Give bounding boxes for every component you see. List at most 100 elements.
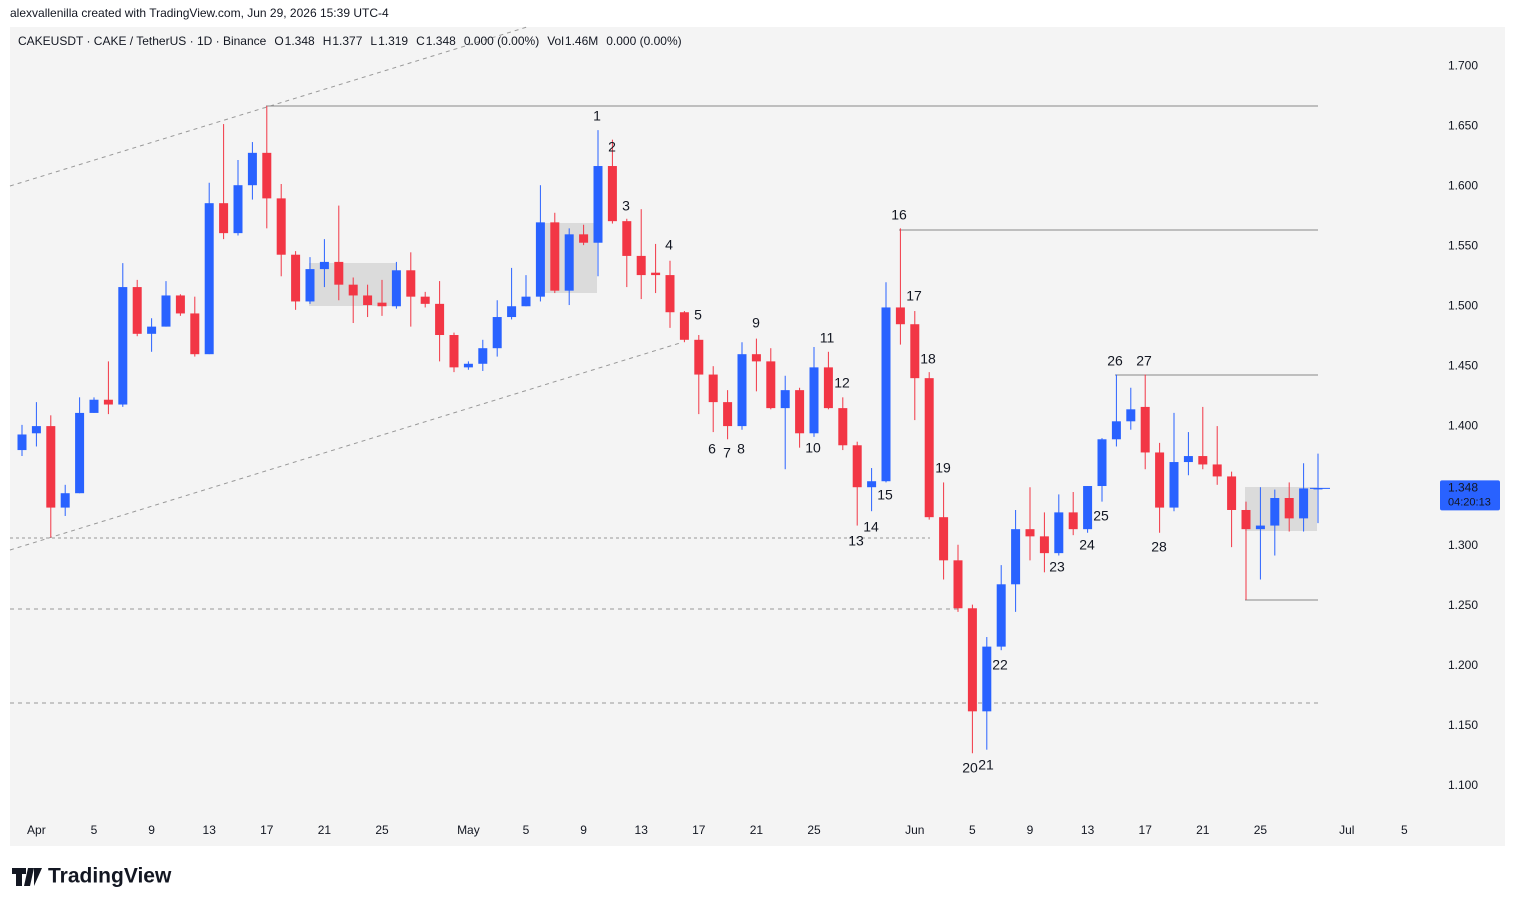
candle-body [953,560,963,609]
wave-label: 22 [992,657,1008,673]
wave-label: 1 [593,108,601,124]
credit: alexvallenilla created with TradingView.… [10,6,389,20]
last-price: 1.348 [1448,481,1478,495]
y-tick-label: 1.650 [1448,119,1478,133]
candle-body [838,408,848,446]
candle-body [1011,529,1021,585]
candle-body [939,517,949,561]
last-price-box [1440,480,1500,511]
candle-body [132,287,142,334]
candle-body [190,313,200,355]
wave-label: 27 [1136,353,1152,369]
candle-body [406,270,416,297]
symbol: CAKEUSDT · CAKE / TetherUS · 1D · Binanc… [18,34,267,48]
candle-body [291,254,301,302]
x-tick-label: 13 [1081,823,1095,837]
candle-body [46,426,56,508]
candle-body [1227,476,1237,510]
candle-body [924,378,934,518]
x-tick-label: 9 [1027,823,1034,837]
countdown: 04:20:13 [1448,496,1491,508]
wave-label: 2 [608,139,616,155]
wave-label: 13 [848,533,864,549]
legend-value: 0.000 (0.00%) [464,34,539,48]
wave-label: 23 [1049,559,1065,575]
candle-body [1299,488,1309,519]
wave-label: 10 [805,440,821,456]
x-tick-label: 21 [318,823,332,837]
legend-value: 1.348 [426,34,456,48]
x-tick-label: Jun [905,823,924,837]
candle-body [204,203,214,355]
x-tick-label: 25 [1254,823,1268,837]
y-tick-label: 1.600 [1448,179,1478,193]
brand: TradingView [48,865,172,888]
candle-body [17,434,27,451]
candle-body [579,234,589,243]
wave-label: 16 [891,207,907,223]
x-tick-label: 5 [91,823,98,837]
candle-body [564,234,574,291]
legend-value: 0.000 (0.00%) [606,34,681,48]
logo-mark [12,868,42,886]
candle-body [463,363,473,368]
wave-label: 6 [708,441,716,457]
candle-body [305,269,315,302]
candle-body [751,354,761,362]
y-tick-label: 1.700 [1448,59,1478,73]
x-tick-label: May [457,823,480,837]
trend-line [9,342,681,551]
chart-panel [10,27,1505,846]
wave-label: 26 [1107,353,1123,369]
legend-value: 1.46M [565,34,598,48]
y-tick-label: 1.550 [1448,238,1478,252]
x-tick-label: Apr [27,823,46,837]
candle-body [1155,452,1165,508]
candle-body [75,412,85,494]
candle-body [708,374,718,403]
candle-body [60,493,70,508]
candle-body [262,152,272,199]
wave-label: 8 [737,441,745,457]
wave-label: 3 [622,198,630,214]
candle-body [1270,498,1280,526]
candle-body [780,390,790,409]
wave-label: 28 [1151,539,1167,555]
x-tick-label: 25 [375,823,389,837]
x-tick-label: 17 [692,823,706,837]
y-tick-label: 1.200 [1448,658,1478,672]
candle-body [665,275,675,313]
candle-body [219,203,229,234]
trend-line [9,26,528,187]
candle-body [1111,421,1121,440]
wave-label: 9 [752,315,760,331]
x-tick-label: 9 [148,823,155,837]
wave-label: 19 [935,460,951,476]
candle-body [1183,456,1193,463]
candle-body [1039,536,1049,554]
candle-body [823,367,833,409]
wave-label: 18 [920,351,936,367]
candle-body [1054,512,1064,554]
candle-body [1169,462,1179,508]
wave-label: 7 [723,445,731,461]
candle-body [478,348,488,364]
y-tick-label: 1.300 [1448,538,1478,552]
x-tick-label: 5 [523,823,530,837]
legend-value: 1.348 [285,34,315,48]
x-tick-label: 5 [969,823,976,837]
candle-body [867,481,877,488]
candle-body [103,399,113,405]
y-tick-label: 1.400 [1448,418,1478,432]
x-tick-label: 25 [807,823,821,837]
x-tick-label: 9 [580,823,587,837]
legend-key: H [323,34,332,48]
x-tick-label: 13 [635,823,649,837]
candle-body [391,270,401,307]
candle-body [420,296,430,304]
candle-body [1025,529,1035,537]
candle-body [492,317,502,349]
wave-label: 4 [665,237,673,253]
candle-body [1126,409,1136,422]
